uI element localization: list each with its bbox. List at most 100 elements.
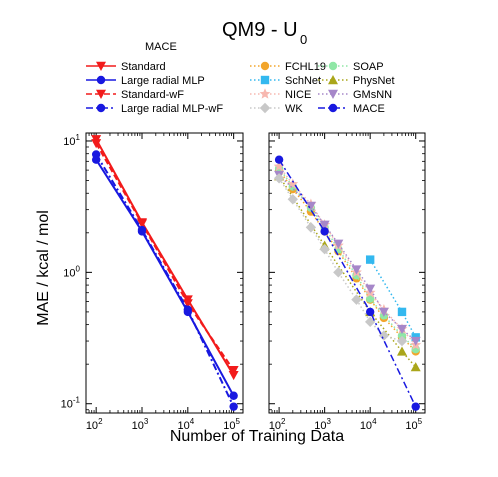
series-line (278, 169, 417, 352)
legend-right-label: NICE (285, 89, 311, 101)
series-wk (273, 173, 408, 347)
legend-marker (328, 89, 338, 99)
data-point (397, 331, 407, 340)
legend-left-heading: MACE (145, 41, 177, 53)
y-tick-label: 100 (63, 264, 80, 279)
x-tick-label: 104 (360, 417, 377, 432)
data-point (397, 307, 407, 317)
legend-marker (328, 103, 338, 113)
data-point (287, 194, 299, 205)
panel-left: 102 103 104 105 101 100 10-1 (61, 132, 244, 432)
legend-left-label: Large radial MLP-wF (121, 103, 223, 115)
legend-marker (96, 61, 106, 71)
x-tick-label: 103 (314, 417, 331, 432)
legend-marker (259, 102, 271, 114)
legend-marker (259, 88, 271, 99)
data-point (305, 222, 317, 233)
legend-marker (328, 61, 338, 71)
x-tick-label: 104 (177, 417, 194, 432)
x-tick-label: 102 (86, 417, 103, 432)
series-line (95, 142, 235, 371)
series-line (369, 259, 417, 338)
data-point (228, 370, 239, 381)
data-point (365, 294, 375, 303)
data-point (229, 391, 238, 400)
legend-left-label: Standard (121, 61, 166, 73)
legend-left-label: Large radial MLP (121, 75, 205, 87)
figure-title-subscript: 0 (300, 32, 307, 47)
data-point (364, 316, 376, 328)
data-point (410, 362, 421, 372)
series-standard (91, 135, 239, 381)
series-line (95, 159, 235, 397)
y-tick-label: 101 (63, 133, 80, 148)
x-tick-label: 102 (269, 417, 286, 432)
data-point (365, 307, 375, 317)
series-large-radial-mlp-wf (91, 150, 238, 411)
x-axis-label: Number of Training Data (170, 428, 344, 445)
series-standard-wf (91, 139, 239, 376)
data-point (273, 173, 285, 184)
series-gmsnn (274, 170, 421, 347)
figure-title: QM9 - U (222, 19, 298, 41)
x-tick-label: 105 (405, 417, 422, 432)
data-point (183, 305, 193, 314)
series-mace (274, 155, 420, 411)
data-point (274, 155, 284, 164)
legend-right-label: PhysNet (353, 75, 395, 87)
series-line (278, 167, 417, 350)
y-tick-label: 10-1 (61, 396, 81, 411)
legend-marker (260, 61, 270, 71)
legend-left: Standard Large radial MLP Standard-wF Large… (86, 61, 223, 115)
data-point (351, 265, 362, 275)
data-point (396, 335, 408, 347)
plot-frame (85, 132, 244, 414)
plot-frame (268, 132, 426, 414)
series-line (278, 177, 403, 342)
data-point (396, 346, 407, 356)
data-point (333, 267, 344, 278)
legend-marker (260, 75, 270, 85)
data-point (91, 139, 102, 149)
legend-marker (96, 103, 106, 113)
data-point (378, 307, 389, 317)
data-point (182, 299, 193, 309)
legend-marker (96, 75, 106, 85)
data-point (91, 150, 101, 159)
series-large-radial-mlp (91, 155, 238, 400)
legend-left-label: Standard-wF (121, 89, 184, 101)
data-point (365, 284, 376, 294)
series-line (278, 165, 417, 346)
legend-right-label: SchNet (285, 75, 321, 87)
data-point (365, 255, 375, 264)
data-point (305, 201, 316, 211)
data-point (396, 324, 407, 335)
data-point (410, 336, 421, 347)
data-point (319, 244, 330, 255)
data-point (229, 402, 238, 411)
legend-right-label: MACE (353, 103, 385, 115)
legend-right-label: FCHL19 (285, 61, 326, 73)
data-point (137, 225, 147, 235)
legend-right: FCHL19 SOAP SchNet PhysNet NICE GMsNN WK MACE (250, 61, 395, 115)
series-line (278, 175, 417, 368)
legend-marker (328, 75, 338, 85)
data-point (320, 227, 329, 236)
panel-right: 102 103 104 105 (268, 132, 426, 432)
data-point (378, 330, 390, 341)
data-point (411, 402, 420, 411)
data-point (136, 219, 147, 229)
data-point (319, 220, 330, 230)
series-line (278, 159, 417, 408)
data-point (273, 160, 285, 171)
legend-right-label: WK (285, 103, 303, 115)
data-point (333, 239, 344, 249)
legend-marker (96, 89, 106, 99)
x-tick-label: 103 (132, 417, 149, 432)
legend-right-label: GMsNN (353, 89, 392, 101)
x-tick-label: 105 (223, 417, 240, 432)
data-point (351, 294, 362, 305)
series-line (278, 174, 417, 342)
